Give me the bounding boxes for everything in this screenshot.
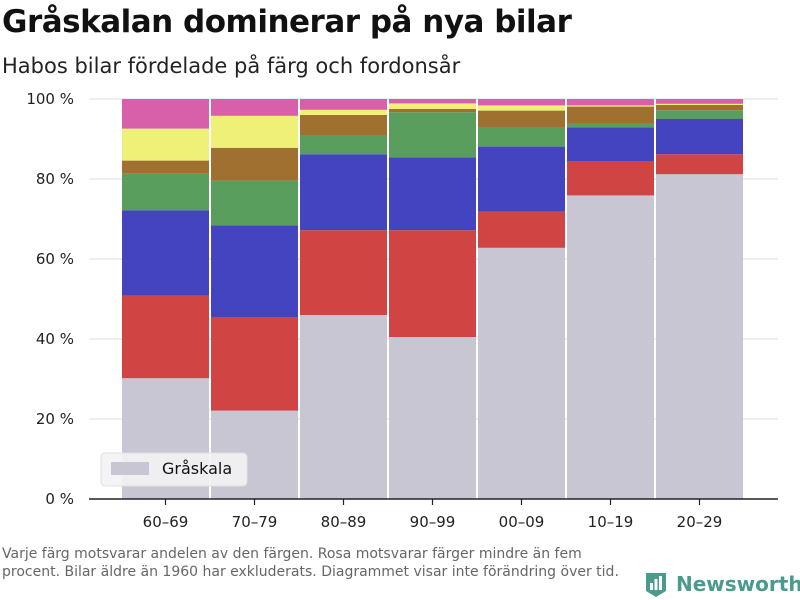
bar-segment-brown-6 bbox=[656, 105, 743, 111]
x-tick-label-6: 20–29 bbox=[677, 513, 723, 531]
newsworthy-logo: Newsworthy bbox=[644, 571, 800, 597]
bar-segment-yellow-6 bbox=[656, 103, 743, 105]
bar-segment-green-2 bbox=[300, 135, 387, 155]
bar-segment-pink-5 bbox=[567, 99, 654, 106]
legend-swatch-grayscale bbox=[111, 462, 149, 475]
x-tick-label-4: 00–09 bbox=[499, 513, 545, 531]
y-tick-label-3: 60 % bbox=[36, 250, 74, 268]
y-tick-label-1: 20 % bbox=[36, 410, 74, 428]
bar-segment-red-3 bbox=[389, 230, 476, 337]
bar-segment-brown-0 bbox=[122, 160, 209, 174]
bar-segment-yellow-3 bbox=[389, 103, 476, 109]
chart-title: Gråskalan dominerar på nya bilar bbox=[2, 4, 572, 40]
bar-segment-yellow-4 bbox=[478, 105, 565, 111]
x-tick-label-2: 80–89 bbox=[321, 513, 367, 531]
bar-segment-grayscale-6 bbox=[656, 174, 743, 499]
bar-segment-red-2 bbox=[300, 230, 387, 315]
bar-segment-pink-6 bbox=[656, 99, 743, 104]
x-tick-label-5: 10–19 bbox=[588, 513, 634, 531]
legend-box bbox=[100, 452, 248, 487]
y-tick-label-5: 100 % bbox=[26, 90, 74, 108]
bar-segment-red-6 bbox=[656, 154, 743, 175]
footnote: Varje färg motsvarar andelen av den färg… bbox=[2, 546, 619, 580]
bar-segment-brown-4 bbox=[478, 110, 565, 127]
bar-segment-blue-6 bbox=[656, 119, 743, 155]
bar-segment-blue-4 bbox=[478, 146, 565, 212]
bar-segment-red-0 bbox=[122, 295, 209, 379]
chart-subtitle: Habos bilar fördelade på färg och fordon… bbox=[2, 54, 461, 78]
bar-segment-green-4 bbox=[478, 127, 565, 147]
y-tick-label-4: 80 % bbox=[36, 170, 74, 188]
bar-segment-yellow-1 bbox=[211, 115, 298, 148]
bar-segment-red-5 bbox=[567, 161, 654, 196]
bar-segment-grayscale-3 bbox=[389, 337, 476, 499]
bar-segment-green-6 bbox=[656, 110, 743, 119]
bar-segment-yellow-5 bbox=[567, 105, 654, 107]
bar-segment-yellow-0 bbox=[122, 128, 209, 161]
bar-segment-brown-1 bbox=[211, 147, 298, 181]
bar-segment-blue-1 bbox=[211, 225, 298, 318]
bar-segment-brown-2 bbox=[300, 115, 387, 135]
bar-chart-logo-icon bbox=[646, 573, 666, 597]
bar-segment-grayscale-2 bbox=[300, 315, 387, 499]
y-tick-label-2: 40 % bbox=[36, 330, 74, 348]
logo-text: Newsworthy bbox=[676, 572, 800, 596]
bar-segment-blue-2 bbox=[300, 154, 387, 231]
bar-segment-green-1 bbox=[211, 180, 298, 226]
bar-segment-blue-0 bbox=[122, 210, 209, 296]
y-tick-label-0: 0 % bbox=[45, 490, 74, 508]
bar-segment-yellow-2 bbox=[300, 109, 387, 115]
bar-segment-pink-0 bbox=[122, 99, 209, 129]
bar-segment-pink-1 bbox=[211, 99, 298, 116]
legend-label-grayscale: Gråskala bbox=[162, 459, 232, 478]
bar-segment-green-3 bbox=[389, 112, 476, 158]
x-tick-label-3: 90–99 bbox=[410, 513, 456, 531]
x-tick-label-0: 60–69 bbox=[143, 513, 189, 531]
bar-segment-blue-3 bbox=[389, 157, 476, 231]
bar-segment-brown-3 bbox=[389, 109, 476, 113]
bar-segment-grayscale-5 bbox=[567, 195, 654, 499]
bar-segment-pink-2 bbox=[300, 99, 387, 110]
bar-segment-green-5 bbox=[567, 123, 654, 128]
bar-segment-pink-3 bbox=[389, 99, 476, 104]
bar-segment-brown-5 bbox=[567, 106, 654, 123]
stacked-bar-chart: 0 % 20 % 40 % 60 % 80 % 100 % 60–69 70–79 80–89 9… bbox=[26, 90, 778, 531]
bar-segment-grayscale-4 bbox=[478, 247, 565, 499]
bar-segment-blue-5 bbox=[567, 127, 654, 161]
bar-segment-pink-4 bbox=[478, 99, 565, 106]
bar-segment-red-4 bbox=[478, 211, 565, 248]
bar-segment-green-0 bbox=[122, 173, 209, 211]
x-tick-label-1: 70–79 bbox=[232, 513, 278, 531]
bar-segment-red-1 bbox=[211, 317, 298, 411]
